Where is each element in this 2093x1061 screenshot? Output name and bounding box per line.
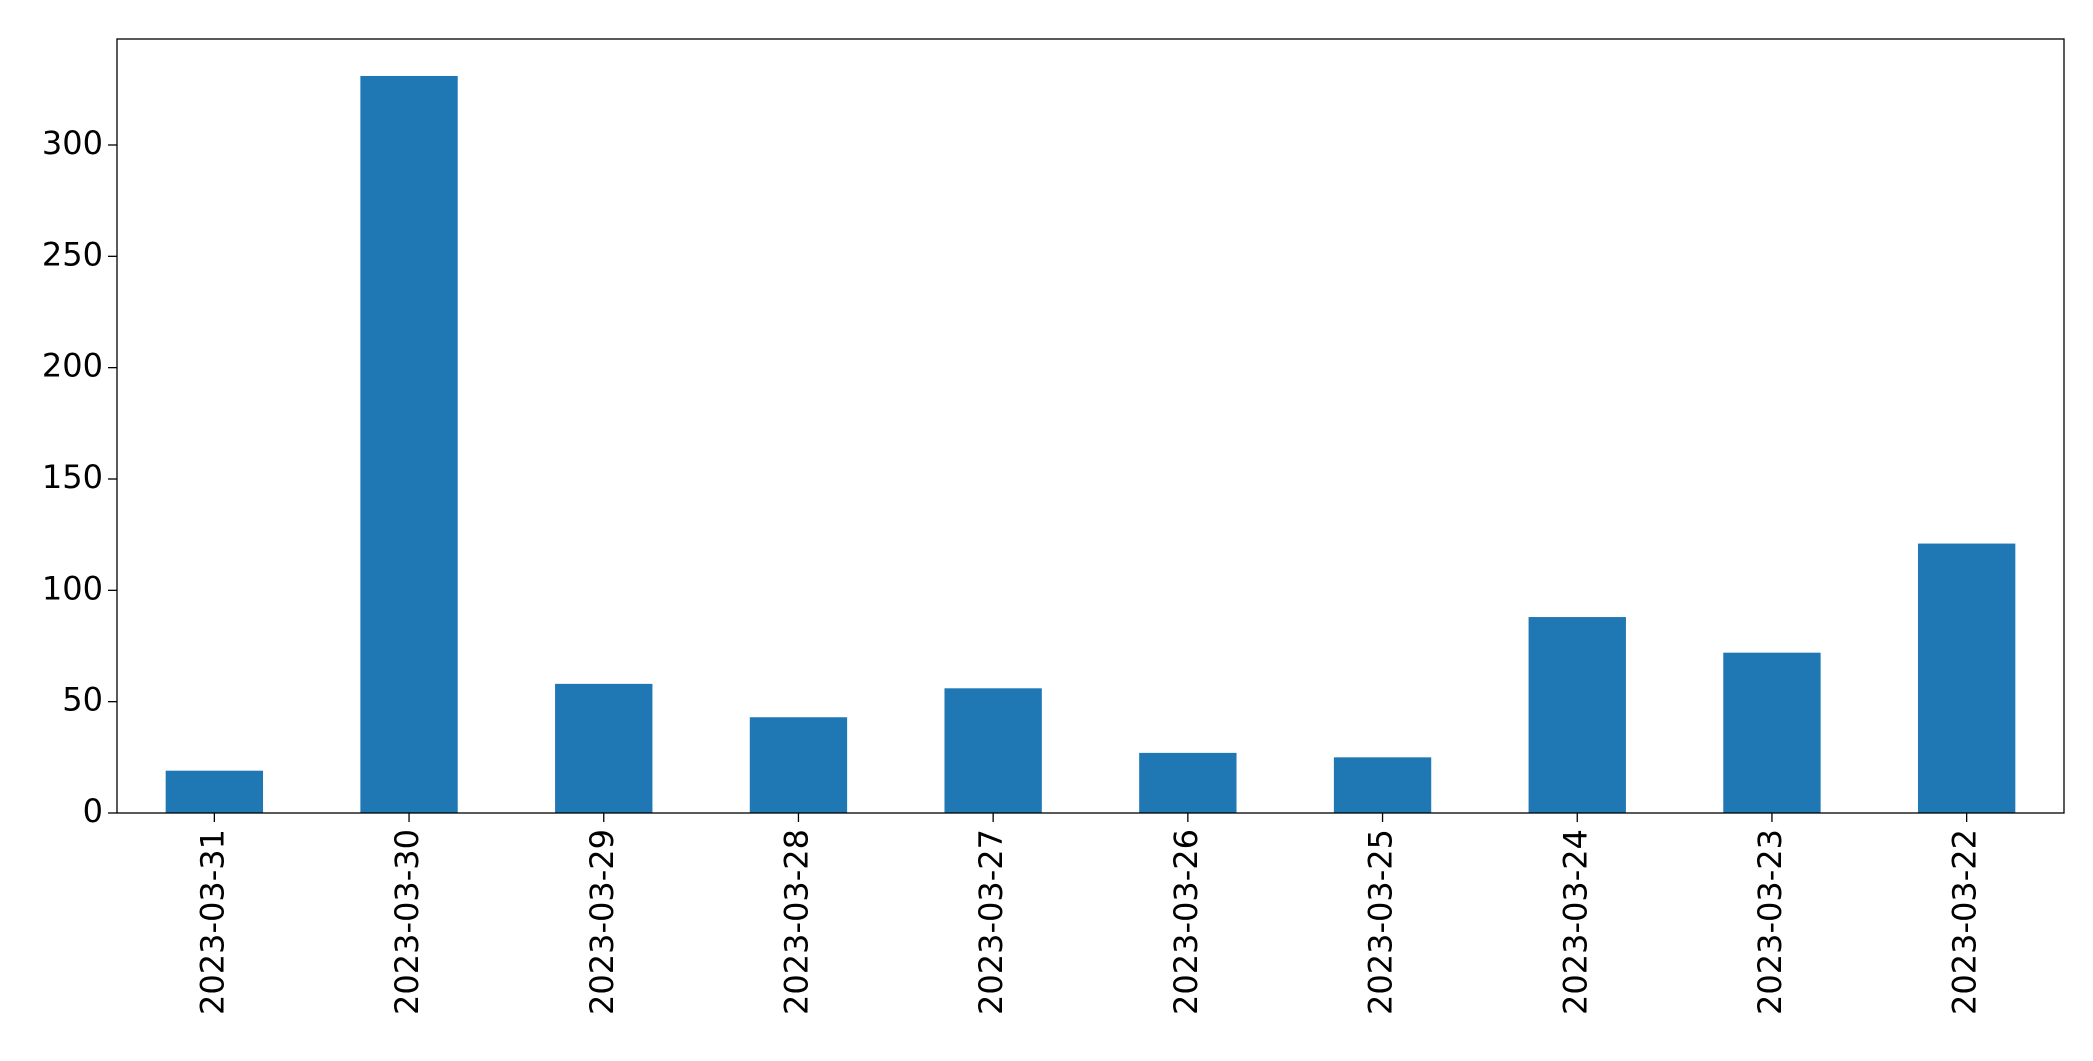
plot-frame [116, 38, 2065, 814]
bar [1528, 617, 1626, 813]
y-tick-label: 150 [42, 458, 103, 496]
bar [1917, 543, 2016, 813]
y-tick-label: 250 [42, 235, 103, 273]
x-tick-label: 2023-03-22 [1946, 829, 1984, 1015]
y-tick-label: 50 [62, 681, 103, 719]
bar [944, 688, 1042, 813]
x-tick-label: 2023-03-23 [1751, 829, 1789, 1015]
x-tick-label: 2023-03-24 [1556, 829, 1594, 1015]
bar [360, 75, 458, 813]
x-tick-label: 2023-03-25 [1362, 829, 1400, 1015]
bar [1333, 757, 1432, 813]
bar [749, 717, 848, 813]
x-tick-label: 2023-03-29 [583, 829, 621, 1015]
bar [165, 770, 264, 813]
x-tick-label: 2023-03-27 [972, 829, 1010, 1015]
x-tick-label: 2023-03-30 [388, 829, 426, 1015]
x-tick-label: 2023-03-28 [777, 829, 815, 1015]
y-tick-label: 0 [83, 792, 103, 830]
y-tick-label: 300 [42, 124, 103, 162]
y-tick-label: 200 [42, 347, 103, 385]
bar [1723, 652, 1821, 813]
x-tick-label: 2023-03-31 [193, 829, 231, 1015]
x-tick-label: 2023-03-26 [1167, 829, 1205, 1015]
bar [1139, 752, 1237, 813]
y-tick-label: 100 [42, 569, 103, 607]
bar [555, 683, 653, 813]
